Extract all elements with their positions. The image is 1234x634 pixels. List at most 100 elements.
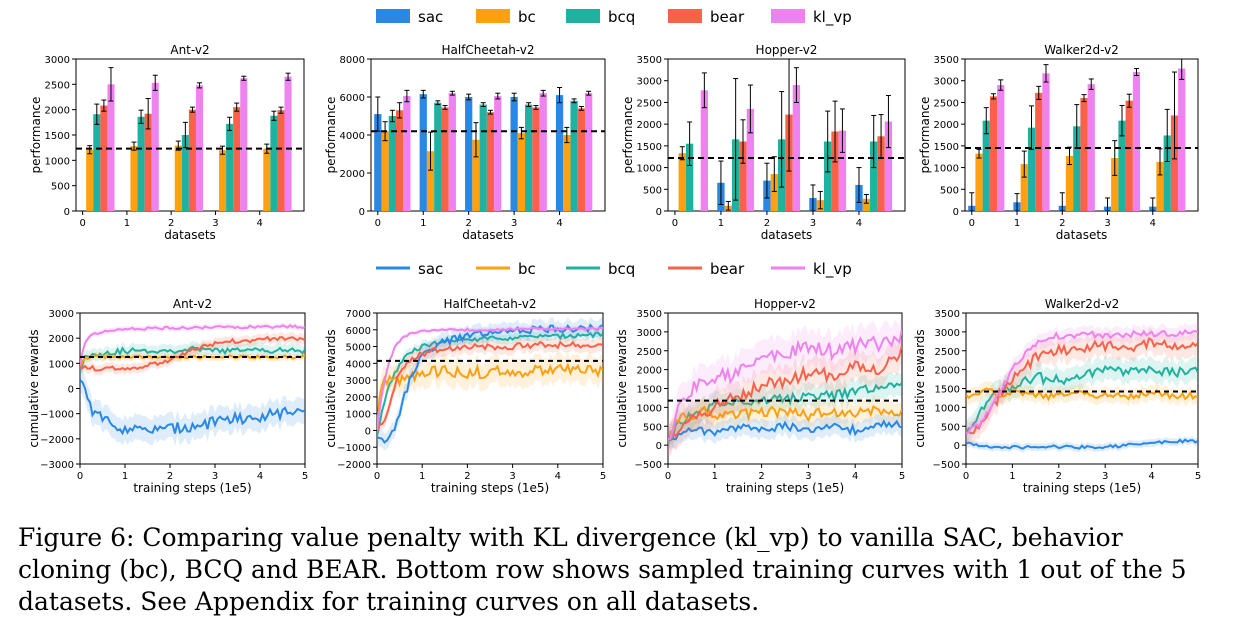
confidence-band-bear bbox=[377, 335, 603, 438]
y-axis-label: cumulative rewards bbox=[27, 329, 41, 447]
bar-kl_vp-0 bbox=[403, 96, 411, 211]
bar-bc-4 bbox=[1156, 161, 1164, 211]
bar-kl_vp-3 bbox=[1132, 72, 1141, 212]
y-tick-label: 2500 bbox=[935, 347, 960, 358]
bar-bcq-0 bbox=[93, 114, 101, 211]
bar-bc-4 bbox=[862, 198, 871, 211]
bar-bear-3 bbox=[532, 107, 540, 211]
series-line-bear bbox=[80, 335, 305, 372]
confidence-band-sac bbox=[966, 435, 1198, 453]
bar-bear-0 bbox=[989, 96, 998, 211]
bar-bc-3 bbox=[517, 133, 526, 211]
y-tick-label: 2500 bbox=[934, 98, 959, 109]
x-axis-label: datasets bbox=[761, 228, 813, 242]
bar-kl_vp-1 bbox=[746, 108, 755, 211]
x-tick-label: 4 bbox=[555, 471, 561, 482]
legend-label-bcq: bcq bbox=[608, 260, 635, 278]
bar-bc-4 bbox=[563, 135, 571, 211]
plot-area bbox=[80, 322, 305, 447]
y-tick-label: 2500 bbox=[637, 98, 662, 109]
x-tick-label: 5 bbox=[899, 471, 905, 482]
legend-label-kl_vp: kl_vp bbox=[813, 8, 852, 27]
confidence-band-kl_vp bbox=[80, 322, 305, 369]
y-tick-label: 0 bbox=[359, 207, 365, 218]
y-tick-label: 0 bbox=[954, 441, 960, 452]
y-tick-label: 3000 bbox=[934, 77, 959, 88]
legend-entry-bear: bear bbox=[668, 8, 745, 26]
y-tick-label: −3000 bbox=[40, 460, 74, 471]
x-axis-label: training steps (1e5) bbox=[431, 481, 549, 495]
y-axis-label: performance bbox=[918, 97, 932, 174]
line-chart-Walker2d-v2: −5000500100015002000250030003500Walker2d… bbox=[913, 297, 1201, 495]
x-tick-label: 1 bbox=[124, 218, 130, 229]
legend-label-sac: sac bbox=[418, 260, 443, 278]
x-axis-label: training steps (1e5) bbox=[726, 481, 844, 495]
line-chart-HalfCheetah-v2: −2000 −1000 0 1000 2000 3000 4000 5000 6000 7000 H… bbox=[324, 297, 606, 495]
series-line-bcq bbox=[80, 345, 305, 372]
bar-bc-0 bbox=[678, 153, 686, 211]
y-tick-label: −2000 bbox=[337, 460, 371, 471]
series-line-bc bbox=[668, 404, 902, 443]
bar-kl_vp-3 bbox=[539, 93, 547, 211]
legend-entry-kl_vp: kl_vp bbox=[771, 8, 852, 27]
y-axis-label: performance bbox=[621, 97, 635, 174]
confidence-band-sac bbox=[668, 411, 902, 450]
y-tick-label: 8000 bbox=[340, 55, 365, 66]
series-line-sac bbox=[80, 379, 305, 436]
confidence-band-kl_vp bbox=[966, 322, 1198, 442]
y-tick-label: 1000 bbox=[346, 410, 371, 421]
bar-bc-3 bbox=[1111, 158, 1119, 211]
bar-bc-2 bbox=[472, 139, 480, 211]
bar-bc-1 bbox=[130, 146, 138, 211]
bar-bear-1 bbox=[441, 107, 449, 211]
panel-title: Hopper-v2 bbox=[756, 43, 818, 57]
y-tick-label: 2000 bbox=[637, 120, 662, 131]
y-tick-label: 2000 bbox=[934, 120, 959, 131]
x-tick-label: 1 bbox=[712, 471, 718, 482]
x-tick-label: 0 bbox=[665, 471, 671, 482]
bar-bcq-1 bbox=[1027, 127, 1036, 211]
bar-kl_vp-4 bbox=[1178, 68, 1186, 211]
x-tick-label: 2 bbox=[466, 218, 472, 229]
y-tick-label: 2500 bbox=[45, 80, 70, 91]
bar-kl_vp-1 bbox=[1042, 73, 1050, 212]
x-tick-label: 3 bbox=[810, 218, 816, 229]
bar-kl_vp-2 bbox=[1087, 84, 1095, 211]
x-tick-label: 3 bbox=[511, 218, 517, 229]
bar-bear-0 bbox=[395, 110, 404, 211]
bar-bear-3 bbox=[831, 131, 839, 211]
bar-bcq-1 bbox=[434, 102, 442, 211]
y-tick-label: 1500 bbox=[45, 131, 70, 142]
y-tick-label: 3000 bbox=[49, 309, 74, 320]
series-line-kl_vp bbox=[668, 329, 902, 441]
y-tick-label: 1000 bbox=[45, 156, 70, 167]
y-tick-label: −500 bbox=[635, 460, 662, 471]
line-chart-Hopper-v2: −5000500100015002000250030003500Hopper-v… bbox=[615, 297, 905, 495]
plot-area bbox=[377, 316, 603, 451]
bar-bcq-3 bbox=[1118, 120, 1126, 211]
legend-entry-kl_vp: kl_vp bbox=[771, 260, 852, 279]
bar-bear-4 bbox=[277, 110, 285, 211]
bar-bcq-3 bbox=[824, 141, 832, 211]
x-tick-label: 4 bbox=[257, 218, 263, 229]
x-tick-label: 1 bbox=[718, 218, 724, 229]
y-tick-label: 2000 bbox=[45, 106, 70, 117]
x-axis-label: datasets bbox=[164, 228, 216, 242]
bar-bc-2 bbox=[174, 145, 182, 211]
legend-swatch-kl_vp bbox=[771, 9, 805, 23]
y-tick-label: 500 bbox=[643, 185, 662, 196]
bar-kl_vp-1 bbox=[448, 93, 456, 211]
y-axis-label: cumulative rewards bbox=[615, 329, 629, 447]
bar-bear-3 bbox=[1125, 100, 1133, 211]
panel-title: Walker2d-v2 bbox=[1045, 297, 1120, 311]
x-tick-label: 4 bbox=[257, 471, 263, 482]
y-tick-label: 4000 bbox=[346, 359, 371, 370]
series-line-bear bbox=[966, 337, 1198, 435]
legend-label-bc: bc bbox=[518, 8, 536, 26]
x-tick-label: 4 bbox=[1148, 471, 1154, 482]
confidence-band-sac bbox=[80, 367, 305, 447]
series-line-bear bbox=[668, 344, 902, 442]
bar-bear-1 bbox=[1035, 92, 1043, 211]
bar-kl_vp-0 bbox=[107, 84, 115, 211]
x-tick-label: 1 bbox=[419, 471, 425, 482]
